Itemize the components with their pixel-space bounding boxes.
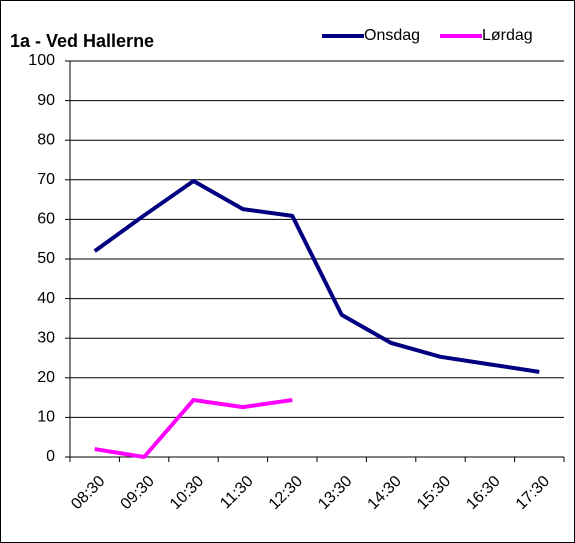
series-line — [93, 178, 540, 374]
y-tick-label: 40 — [37, 290, 55, 307]
y-tick-label: 60 — [37, 211, 55, 228]
y-tick-label: 10 — [37, 409, 55, 426]
y-tick-label: 0 — [46, 448, 55, 465]
series-line — [94, 397, 293, 459]
legend-label: Onsdag — [364, 27, 420, 44]
legend-label: Lørdag — [482, 27, 533, 44]
y-tick-label: 100 — [28, 52, 55, 69]
chart-title: 1a - Ved Hallerne — [10, 31, 154, 51]
y-tick-label: 50 — [37, 250, 55, 267]
y-tick-label: 90 — [37, 92, 55, 109]
y-tick-label: 80 — [37, 131, 55, 148]
y-tick-label: 30 — [37, 329, 55, 346]
y-tick-label: 20 — [37, 369, 55, 386]
y-tick-label: 70 — [37, 171, 55, 188]
